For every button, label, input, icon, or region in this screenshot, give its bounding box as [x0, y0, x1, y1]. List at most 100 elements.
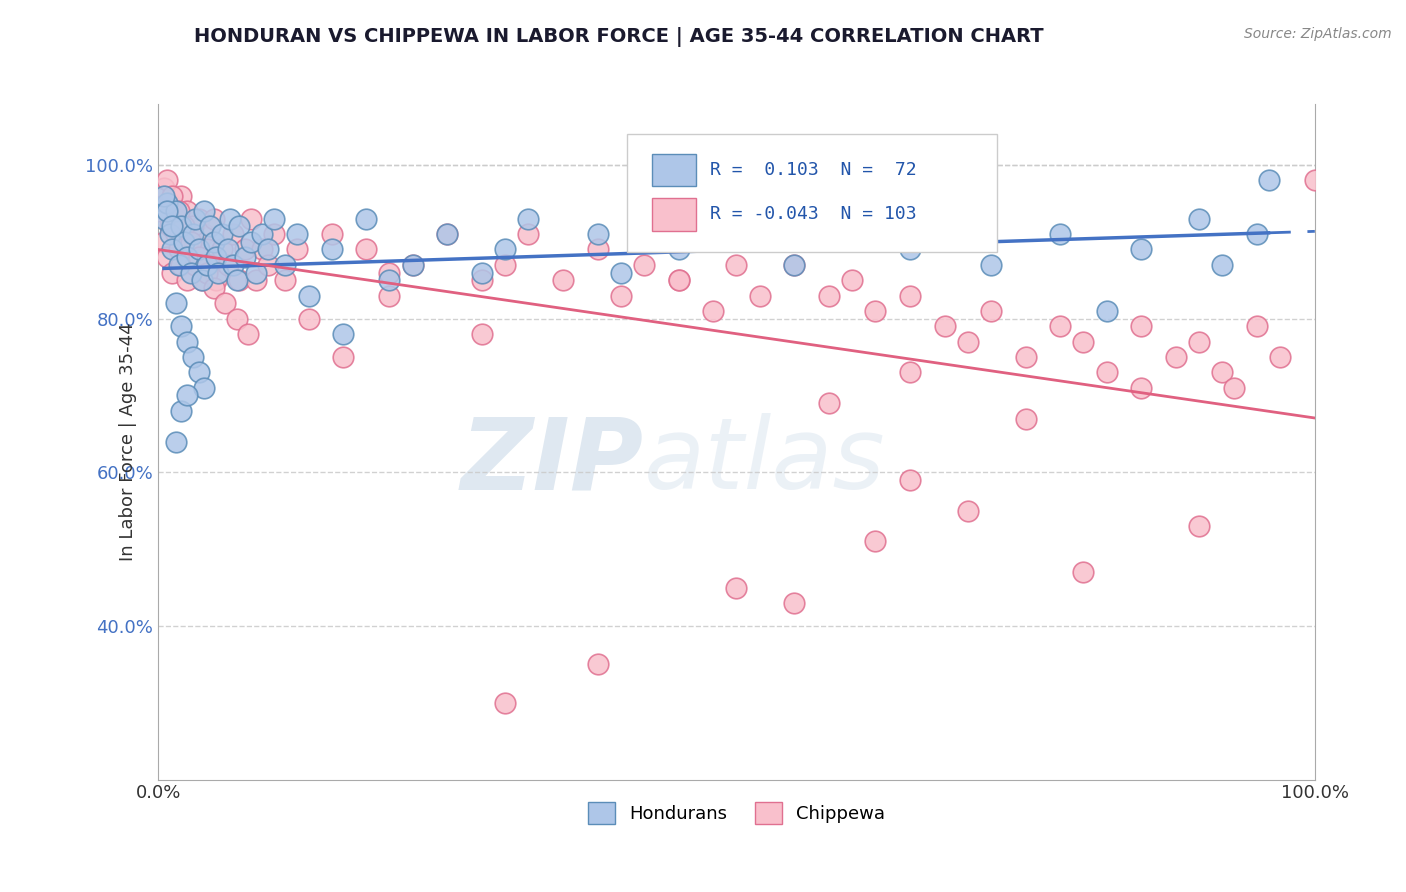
Point — [195, 266, 218, 280]
Point — [748, 288, 770, 302]
Point — [668, 273, 690, 287]
Point — [257, 243, 280, 257]
Point — [245, 266, 267, 280]
Point — [1130, 319, 1153, 334]
Point — [181, 350, 204, 364]
Point — [471, 326, 494, 341]
Point — [1223, 381, 1246, 395]
Point — [233, 250, 256, 264]
Point — [195, 243, 218, 257]
Point — [378, 266, 401, 280]
Point — [865, 304, 887, 318]
Point — [748, 211, 770, 226]
Point — [202, 281, 225, 295]
Point — [167, 243, 190, 257]
Point — [263, 211, 285, 226]
Point — [228, 219, 250, 234]
Text: R =  0.103  N =  72: R = 0.103 N = 72 — [710, 161, 917, 178]
Text: Source: ZipAtlas.com: Source: ZipAtlas.com — [1244, 27, 1392, 41]
Point — [1095, 304, 1118, 318]
Point — [176, 204, 198, 219]
Text: R = -0.043  N = 103: R = -0.043 N = 103 — [710, 205, 917, 223]
Point — [321, 227, 343, 241]
Point — [252, 243, 274, 257]
Point — [200, 258, 222, 272]
Point — [783, 258, 806, 272]
Point — [160, 219, 183, 234]
Point — [1073, 334, 1095, 349]
Point — [173, 219, 195, 234]
Point — [165, 211, 187, 226]
Point — [401, 258, 423, 272]
Point — [187, 366, 209, 380]
Point — [356, 211, 378, 226]
Point — [176, 334, 198, 349]
Point — [956, 334, 979, 349]
Point — [1188, 334, 1211, 349]
Point — [193, 381, 215, 395]
Point — [934, 319, 956, 334]
Point — [1014, 350, 1036, 364]
Text: ZIP: ZIP — [461, 413, 644, 510]
Point — [285, 227, 308, 241]
Point — [205, 250, 228, 264]
Point — [170, 219, 193, 234]
Point — [167, 204, 190, 219]
Point — [180, 266, 202, 280]
Point — [436, 227, 458, 241]
Point — [586, 227, 609, 241]
Point — [725, 581, 748, 595]
Point — [285, 243, 308, 257]
Point — [170, 404, 193, 418]
Point — [225, 311, 247, 326]
Point — [211, 227, 233, 241]
Point — [1095, 366, 1118, 380]
Point — [356, 243, 378, 257]
Point — [1049, 319, 1071, 334]
Point — [195, 258, 218, 272]
Point — [551, 273, 574, 287]
Point — [170, 258, 193, 272]
Point — [610, 266, 633, 280]
Y-axis label: In Labor Force | Age 35-44: In Labor Force | Age 35-44 — [120, 322, 138, 561]
Point — [173, 211, 195, 226]
Point — [297, 311, 319, 326]
Point — [494, 696, 516, 710]
Point — [865, 534, 887, 549]
Point — [378, 288, 401, 302]
Point — [980, 304, 1002, 318]
Point — [1211, 366, 1233, 380]
Point — [1130, 243, 1153, 257]
Point — [156, 204, 179, 219]
Point — [160, 243, 183, 257]
Point — [1014, 411, 1036, 425]
Point — [1257, 173, 1279, 187]
Point — [187, 250, 209, 264]
Point — [160, 188, 183, 202]
Point — [156, 196, 179, 211]
Point — [1303, 173, 1326, 187]
Point — [222, 227, 245, 241]
Legend: Hondurans, Chippewa: Hondurans, Chippewa — [581, 795, 893, 831]
Point — [217, 258, 239, 272]
Point — [517, 227, 540, 241]
Point — [378, 273, 401, 287]
Point — [239, 235, 262, 249]
Point — [159, 196, 181, 211]
Point — [494, 258, 516, 272]
Point — [153, 181, 176, 195]
Point — [191, 273, 214, 287]
Point — [170, 319, 193, 334]
Point — [783, 258, 806, 272]
Point — [610, 288, 633, 302]
Point — [170, 188, 193, 202]
Point — [517, 211, 540, 226]
Point — [222, 258, 245, 272]
Point — [956, 504, 979, 518]
Point — [238, 326, 260, 341]
Point — [187, 211, 209, 226]
Point — [898, 473, 921, 487]
Point — [1246, 319, 1268, 334]
Point — [1211, 258, 1233, 272]
Point — [228, 273, 250, 287]
